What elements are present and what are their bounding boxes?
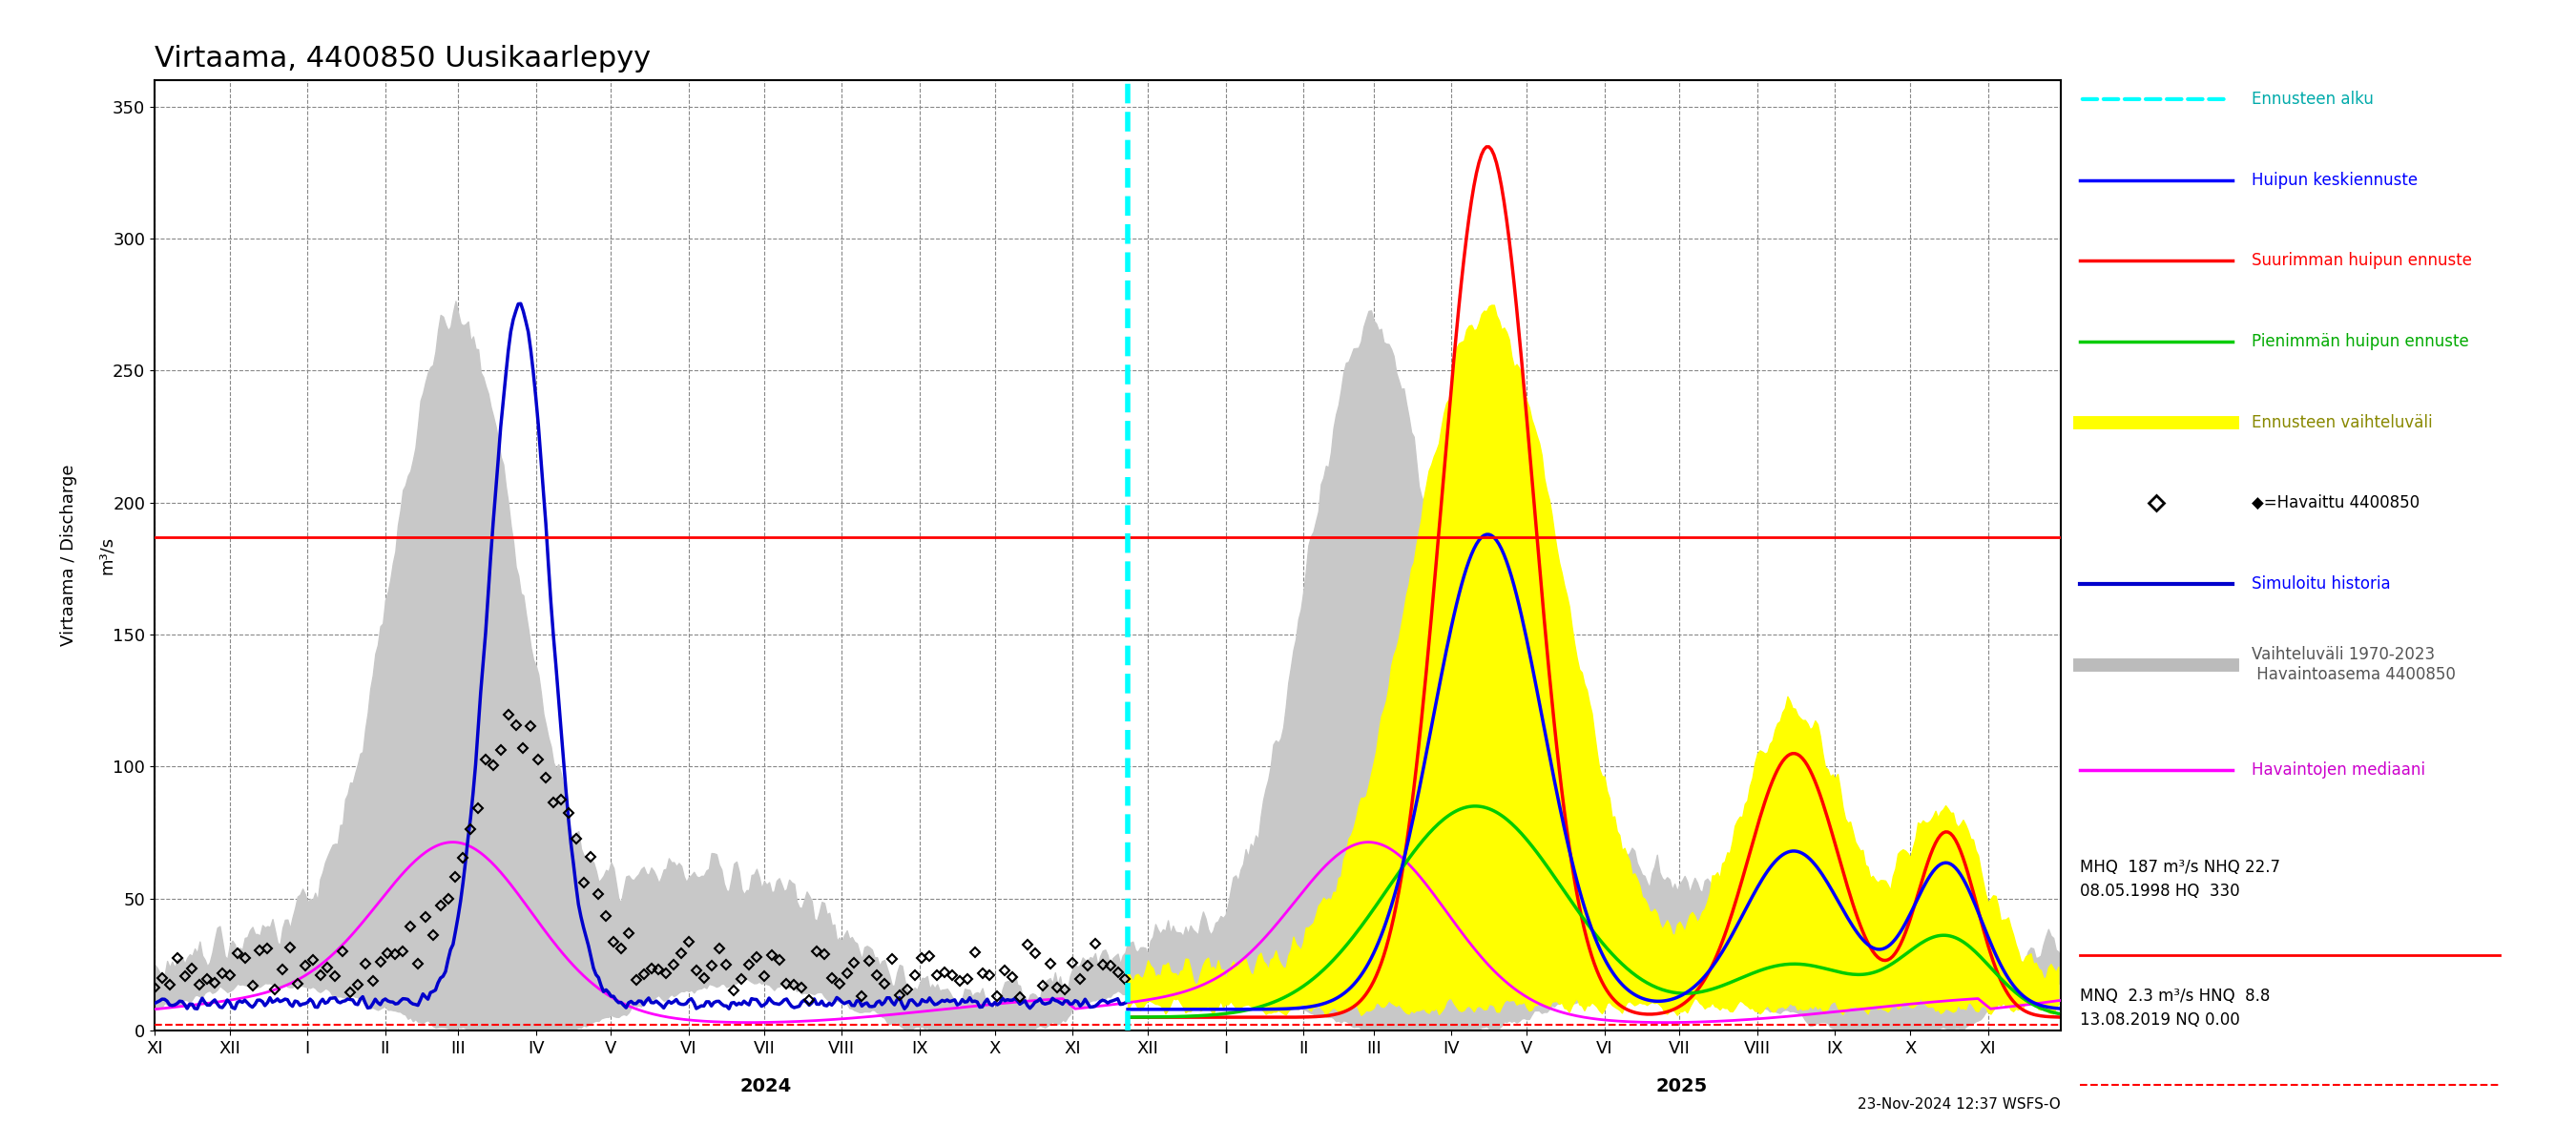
- Text: Vaihteluväli 1970-2023
 Havaintoasema 4400850: Vaihteluväli 1970-2023 Havaintoasema 440…: [2251, 646, 2455, 684]
- Text: MNQ  2.3 m³/s HNQ  8.8
13.08.2019 NQ 0.00: MNQ 2.3 m³/s HNQ 8.8 13.08.2019 NQ 0.00: [2079, 988, 2269, 1028]
- Text: Virtaama / Discharge: Virtaama / Discharge: [59, 465, 77, 646]
- Text: m³/s: m³/s: [98, 536, 116, 575]
- Text: Pienimmän huipun ennuste: Pienimmän huipun ennuste: [2251, 333, 2468, 350]
- Text: Ennusteen alku: Ennusteen alku: [2251, 90, 2372, 108]
- Text: ◆=Havaittu 4400850: ◆=Havaittu 4400850: [2251, 495, 2419, 512]
- Text: 2025: 2025: [1656, 1077, 1708, 1095]
- Text: 23-Nov-2024 12:37 WSFS-O: 23-Nov-2024 12:37 WSFS-O: [1857, 1097, 2061, 1112]
- Text: Ennusteen vaihteluväli: Ennusteen vaihteluväli: [2251, 413, 2432, 431]
- Text: MHQ  187 m³/s NHQ 22.7
08.05.1998 HQ  330: MHQ 187 m³/s NHQ 22.7 08.05.1998 HQ 330: [2079, 859, 2280, 900]
- Text: 2024: 2024: [739, 1077, 791, 1095]
- Text: Havaintojen mediaani: Havaintojen mediaani: [2251, 761, 2424, 779]
- Text: Huipun keskiennuste: Huipun keskiennuste: [2251, 172, 2416, 189]
- Text: Suurimman huipun ennuste: Suurimman huipun ennuste: [2251, 252, 2473, 269]
- Text: Simuloitu historia: Simuloitu historia: [2251, 575, 2391, 592]
- Text: Virtaama, 4400850 Uusikaarlepyy: Virtaama, 4400850 Uusikaarlepyy: [155, 45, 652, 72]
